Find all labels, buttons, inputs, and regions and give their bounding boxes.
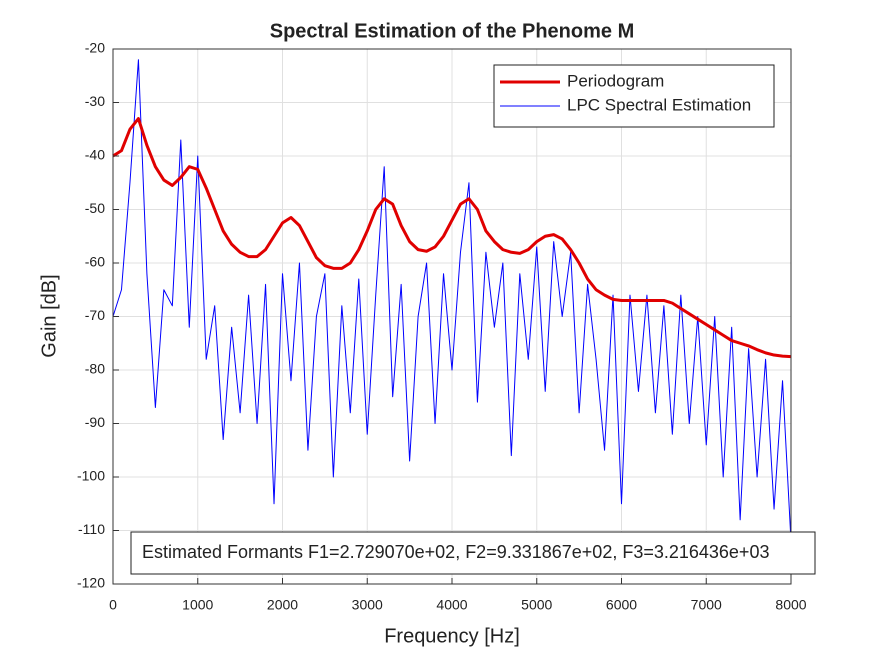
y-tick-label: -100 [77, 468, 105, 484]
y-axis-label: Gain [dB] [38, 274, 60, 357]
legend-label: LPC Spectral Estimation [567, 95, 751, 114]
y-tick-label: -50 [85, 200, 105, 216]
y-tick-label: -90 [85, 414, 105, 430]
y-tick-label: -30 [85, 93, 105, 109]
y-tick-label: -20 [85, 40, 105, 56]
x-tick-label: 4000 [436, 597, 467, 613]
legend: Periodogram LPC Spectral Estimation [493, 64, 775, 128]
lines [112, 59, 792, 542]
x-tick-label: 7000 [691, 597, 722, 613]
y-tick-label: -70 [85, 307, 105, 323]
x-tick-label: 3000 [352, 597, 383, 613]
legend-label: Periodogram [567, 71, 664, 90]
x-tick-label: 5000 [521, 597, 552, 613]
x-tick-label: 0 [109, 597, 117, 613]
series-line [112, 117, 792, 359]
y-tick-label: -120 [77, 575, 105, 591]
x-axis-label: Frequency [Hz] [384, 625, 520, 647]
legend-box [493, 64, 775, 128]
y-tick-label: -80 [85, 361, 105, 377]
series-line [112, 59, 792, 542]
y-tick-label: -110 [78, 521, 105, 537]
y-tick-label: -60 [85, 254, 105, 270]
x-tick-label: 2000 [267, 597, 298, 613]
chart-title: Spectral Estimation of the Phenome M [270, 20, 635, 42]
x-tick-label: 6000 [606, 597, 637, 613]
annotation: Estimated Formants F1=2.729070e+02, F2=9… [142, 542, 769, 562]
x-tick-label: 1000 [182, 597, 213, 613]
annotation-box [130, 531, 816, 575]
y-tick-label: -40 [85, 147, 105, 163]
x-tick-label: 8000 [775, 597, 806, 613]
